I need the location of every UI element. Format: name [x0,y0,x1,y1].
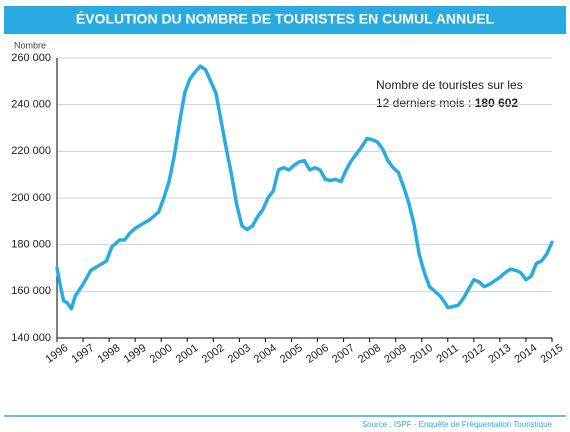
x-tick-label: 1999 [122,342,149,366]
annotation-text: 12 derniers mois : [376,96,471,110]
title-banner [4,6,566,34]
x-tick-label: 1997 [70,342,97,366]
annotation: Nombre de touristes sur les [376,78,523,92]
x-tick-label: 1998 [96,342,123,366]
chart-title: ÉVOLUTION DU NOMBRE DE TOURISTES EN CUMU… [76,11,495,27]
x-tick-label: 2013 [486,342,513,366]
x-tick-label: 2001 [174,342,201,366]
y-tick-label: 180 000 [11,239,51,251]
x-tick-label: 2015 [538,342,565,366]
x-tick-label: 2014 [512,342,539,366]
annotation: 12 derniers mois : 180 602 [376,96,518,110]
y-tick-label: 260 000 [11,52,51,64]
x-tick-label: 2010 [408,342,435,366]
data-line [55,64,554,311]
x-tick-label: 2007 [330,342,357,366]
x-tick-label: 1996 [43,342,70,366]
x-tick-label: 2004 [252,342,279,366]
x-tick-label: 2003 [226,342,253,366]
x-tick-label: 2006 [304,342,331,366]
y-tick-label: 220 000 [11,145,51,157]
source: Source : ISPF - Enquête de Fréquentation… [362,420,553,429]
annotation-value: 180 602 [475,96,519,110]
x-tick-label: 2002 [200,342,227,366]
y-tick-label: 140 000 [11,332,51,344]
x-tick-label: 2009 [382,342,409,366]
y-tick-label: 160 000 [11,285,51,297]
y-tick-label: 240 000 [11,99,51,111]
x-tick-label: 2008 [356,342,383,366]
x-tick-label: 2005 [278,342,305,366]
x-tick-label: 2011 [435,342,461,365]
y-tick-label: 200 000 [11,192,51,204]
y-axis-label: Nombre [14,40,46,50]
x-tick-label: 2012 [460,342,487,366]
x-tick-label: 2000 [148,342,175,366]
